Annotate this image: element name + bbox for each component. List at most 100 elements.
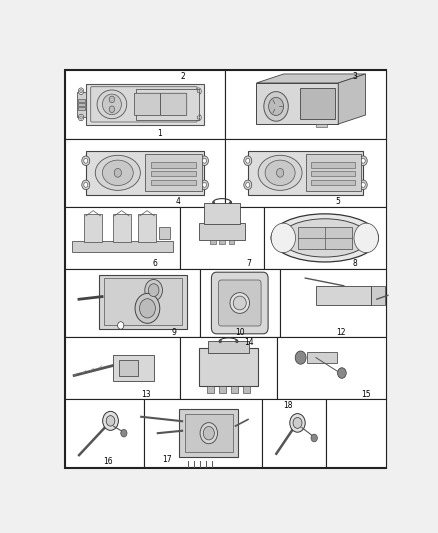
Circle shape bbox=[230, 201, 231, 204]
FancyBboxPatch shape bbox=[212, 272, 268, 334]
Bar bbox=[316, 286, 371, 305]
Ellipse shape bbox=[102, 94, 121, 115]
Bar bbox=[145, 155, 202, 191]
Bar bbox=[200, 269, 280, 337]
Circle shape bbox=[145, 279, 162, 301]
Bar bbox=[207, 386, 214, 393]
Bar bbox=[243, 386, 250, 393]
Bar bbox=[277, 337, 386, 399]
Ellipse shape bbox=[233, 296, 246, 310]
Circle shape bbox=[78, 114, 84, 121]
FancyBboxPatch shape bbox=[134, 93, 161, 116]
Text: 14: 14 bbox=[244, 338, 254, 348]
Circle shape bbox=[246, 158, 250, 163]
Circle shape bbox=[354, 223, 378, 253]
Bar bbox=[298, 227, 352, 249]
FancyBboxPatch shape bbox=[91, 87, 197, 122]
Circle shape bbox=[78, 88, 84, 94]
Circle shape bbox=[359, 180, 367, 190]
Circle shape bbox=[359, 156, 367, 166]
Bar bbox=[219, 386, 226, 393]
Bar bbox=[307, 352, 337, 363]
Text: 13: 13 bbox=[141, 390, 151, 399]
Bar bbox=[208, 341, 249, 353]
Ellipse shape bbox=[230, 293, 250, 313]
Text: 3: 3 bbox=[352, 72, 357, 82]
Circle shape bbox=[200, 423, 218, 444]
Bar bbox=[311, 163, 355, 167]
Bar bbox=[86, 84, 205, 125]
Bar bbox=[144, 399, 262, 467]
Bar bbox=[151, 180, 196, 185]
Bar bbox=[180, 337, 277, 399]
Ellipse shape bbox=[265, 160, 295, 185]
Text: 8: 8 bbox=[353, 260, 357, 268]
Polygon shape bbox=[256, 74, 365, 83]
Circle shape bbox=[361, 182, 365, 187]
Circle shape bbox=[264, 92, 288, 121]
Bar bbox=[65, 399, 144, 467]
Ellipse shape bbox=[102, 160, 133, 185]
Bar bbox=[300, 88, 335, 119]
Bar bbox=[113, 214, 131, 242]
Bar bbox=[78, 99, 85, 102]
Circle shape bbox=[84, 182, 88, 187]
Bar bbox=[180, 207, 264, 269]
Text: 10: 10 bbox=[235, 328, 244, 337]
Bar bbox=[136, 88, 198, 120]
Circle shape bbox=[201, 180, 208, 190]
Bar bbox=[179, 409, 238, 457]
Circle shape bbox=[80, 116, 82, 119]
Circle shape bbox=[135, 293, 160, 324]
Bar bbox=[199, 348, 258, 386]
Circle shape bbox=[114, 168, 121, 177]
Bar bbox=[306, 155, 361, 191]
Text: 17: 17 bbox=[162, 455, 172, 464]
Text: 15: 15 bbox=[361, 390, 371, 399]
Bar bbox=[199, 223, 245, 239]
Circle shape bbox=[197, 116, 200, 119]
Circle shape bbox=[82, 180, 90, 190]
Bar bbox=[65, 269, 200, 337]
Ellipse shape bbox=[97, 90, 127, 119]
Text: 4: 4 bbox=[176, 197, 181, 206]
Bar bbox=[104, 278, 182, 326]
Bar bbox=[65, 337, 180, 399]
Circle shape bbox=[268, 98, 283, 116]
Bar bbox=[225, 70, 386, 139]
Circle shape bbox=[295, 351, 306, 364]
Polygon shape bbox=[338, 74, 365, 124]
Text: 6: 6 bbox=[153, 260, 158, 268]
Ellipse shape bbox=[258, 155, 302, 190]
Text: 18: 18 bbox=[283, 401, 293, 410]
Bar bbox=[225, 139, 386, 207]
Bar bbox=[264, 207, 386, 269]
Bar bbox=[311, 171, 355, 176]
Bar bbox=[99, 275, 187, 329]
Circle shape bbox=[203, 426, 214, 440]
Text: 12: 12 bbox=[336, 328, 346, 337]
Text: 7: 7 bbox=[246, 260, 251, 268]
Bar bbox=[65, 207, 180, 269]
Circle shape bbox=[139, 298, 155, 318]
Bar bbox=[262, 399, 326, 467]
Circle shape bbox=[201, 156, 208, 166]
Circle shape bbox=[84, 158, 88, 163]
Bar bbox=[316, 124, 327, 127]
Bar bbox=[65, 139, 225, 207]
Bar bbox=[231, 386, 238, 393]
Circle shape bbox=[148, 284, 159, 296]
FancyBboxPatch shape bbox=[160, 93, 187, 116]
Bar bbox=[371, 286, 385, 305]
Bar bbox=[205, 203, 240, 224]
Bar bbox=[77, 92, 86, 117]
Circle shape bbox=[271, 223, 296, 253]
Bar bbox=[185, 414, 233, 453]
Bar bbox=[65, 70, 225, 139]
Circle shape bbox=[109, 106, 115, 112]
Ellipse shape bbox=[95, 155, 141, 190]
Bar bbox=[84, 214, 102, 242]
Bar bbox=[256, 83, 338, 124]
Bar bbox=[151, 171, 196, 176]
Circle shape bbox=[246, 182, 250, 187]
